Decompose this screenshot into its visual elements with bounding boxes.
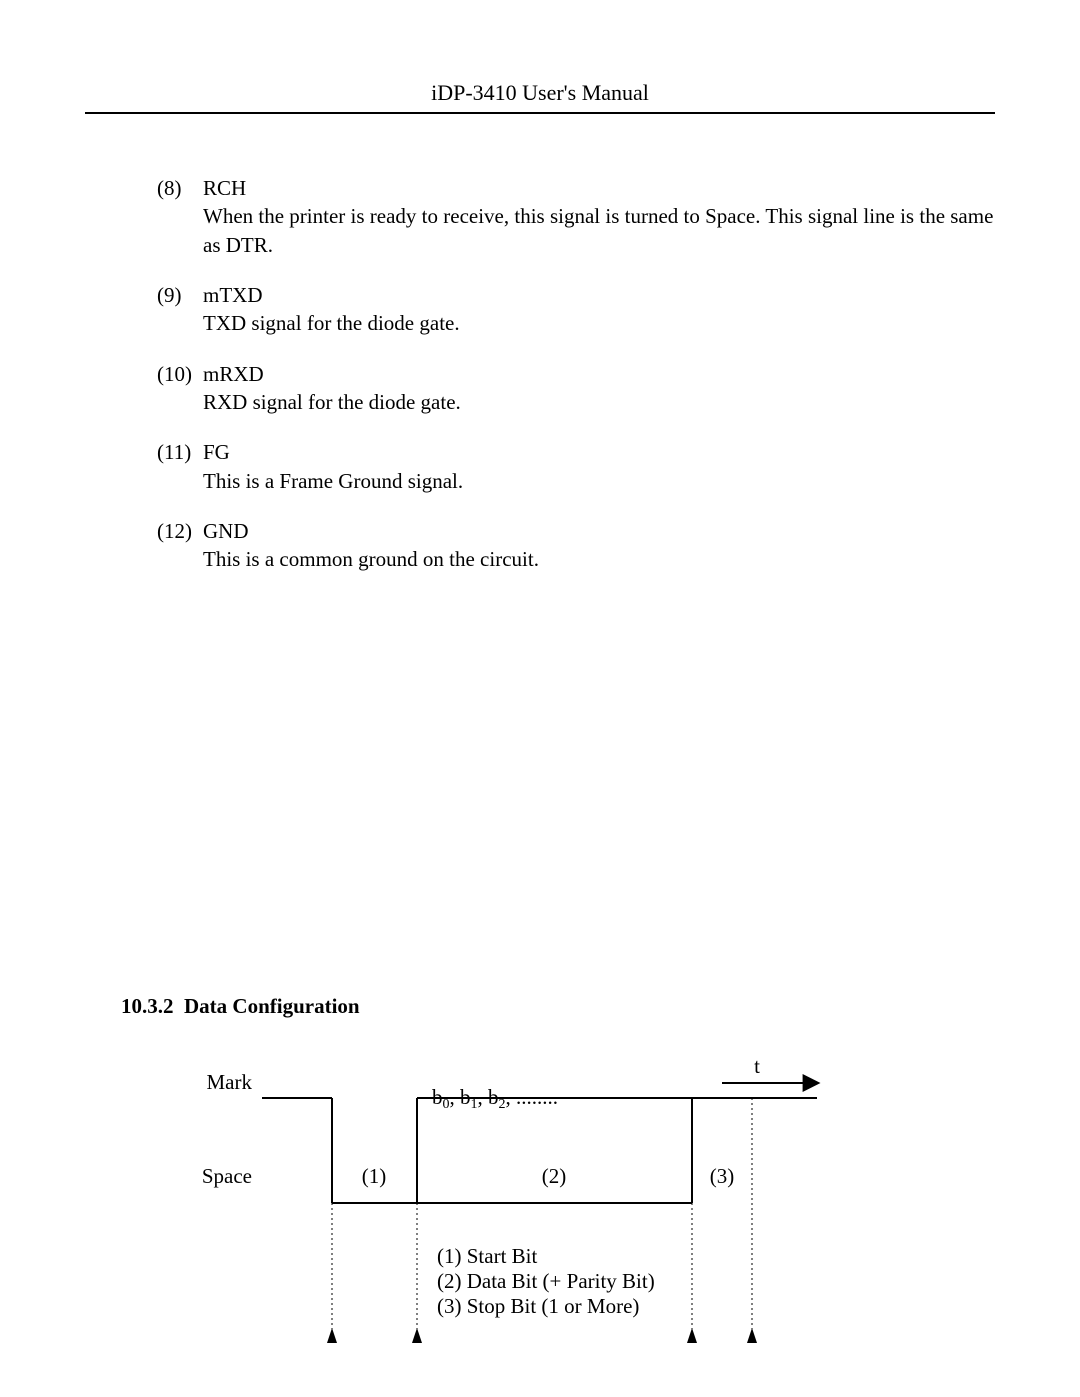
definition-item: (10) mRXD RXD signal for the diode gate. [157, 360, 995, 417]
up-arrow-icon [747, 1328, 757, 1343]
legend-2: (2) Data Bit (+ Parity Bit) [437, 1269, 655, 1293]
definition-item: (11) FG This is a Frame Ground signal. [157, 438, 995, 495]
header-title: iDP-3410 User's Manual [85, 80, 995, 106]
legend-1: (1) Start Bit [437, 1244, 537, 1268]
definition-number: (10) [157, 360, 203, 417]
definition-body: FG This is a Frame Ground signal. [203, 438, 995, 495]
page: iDP-3410 User's Manual (8) RCH When the … [0, 0, 1080, 1397]
up-arrow-icon [687, 1328, 697, 1343]
definition-item: (12) GND This is a common ground on the … [157, 517, 995, 574]
definition-description: When the printer is ready to receive, th… [203, 202, 995, 259]
timing-diagram-svg: Mark Space t [157, 1053, 877, 1363]
definition-body: RCH When the printer is ready to receive… [203, 174, 995, 259]
definition-description: This is a common ground on the circuit. [203, 545, 995, 573]
definition-term: FG [203, 438, 995, 466]
definition-number: (9) [157, 281, 203, 338]
definition-body: mTXD TXD signal for the diode gate. [203, 281, 995, 338]
definition-description: RXD signal for the diode gate. [203, 388, 995, 416]
section-number: 10.3.2 [121, 994, 174, 1018]
definition-number: (11) [157, 438, 203, 495]
time-label: t [754, 1054, 760, 1078]
definition-term: RCH [203, 174, 995, 202]
definition-term: GND [203, 517, 995, 545]
bits-label: b0, b1, b2, ........ [432, 1085, 558, 1112]
definition-number: (8) [157, 174, 203, 259]
space-label: Space [202, 1164, 252, 1188]
region-2-label: (2) [542, 1164, 567, 1188]
definition-number: (12) [157, 517, 203, 574]
up-arrow-icon [412, 1328, 422, 1343]
legend-3: (3) Stop Bit (1 or More) [437, 1294, 639, 1318]
timing-diagram: Mark Space t [157, 1053, 877, 1363]
definition-description: This is a Frame Ground signal. [203, 467, 995, 495]
definition-term: mRXD [203, 360, 995, 388]
header-rule [85, 112, 995, 114]
up-arrow-icon [327, 1328, 337, 1343]
region-3-label: (3) [710, 1164, 735, 1188]
definition-body: GND This is a common ground on the circu… [203, 517, 995, 574]
definition-item: (9) mTXD TXD signal for the diode gate. [157, 281, 995, 338]
region-1-label: (1) [362, 1164, 387, 1188]
definition-body: mRXD RXD signal for the diode gate. [203, 360, 995, 417]
definition-item: (8) RCH When the printer is ready to rec… [157, 174, 995, 259]
section-heading: 10.3.2 Data Configuration [85, 994, 995, 1019]
definition-term: mTXD [203, 281, 995, 309]
section-title: Data Configuration [184, 994, 360, 1018]
definition-description: TXD signal for the diode gate. [203, 309, 995, 337]
definitions-list: (8) RCH When the printer is ready to rec… [85, 174, 995, 574]
mark-label: Mark [207, 1070, 253, 1094]
